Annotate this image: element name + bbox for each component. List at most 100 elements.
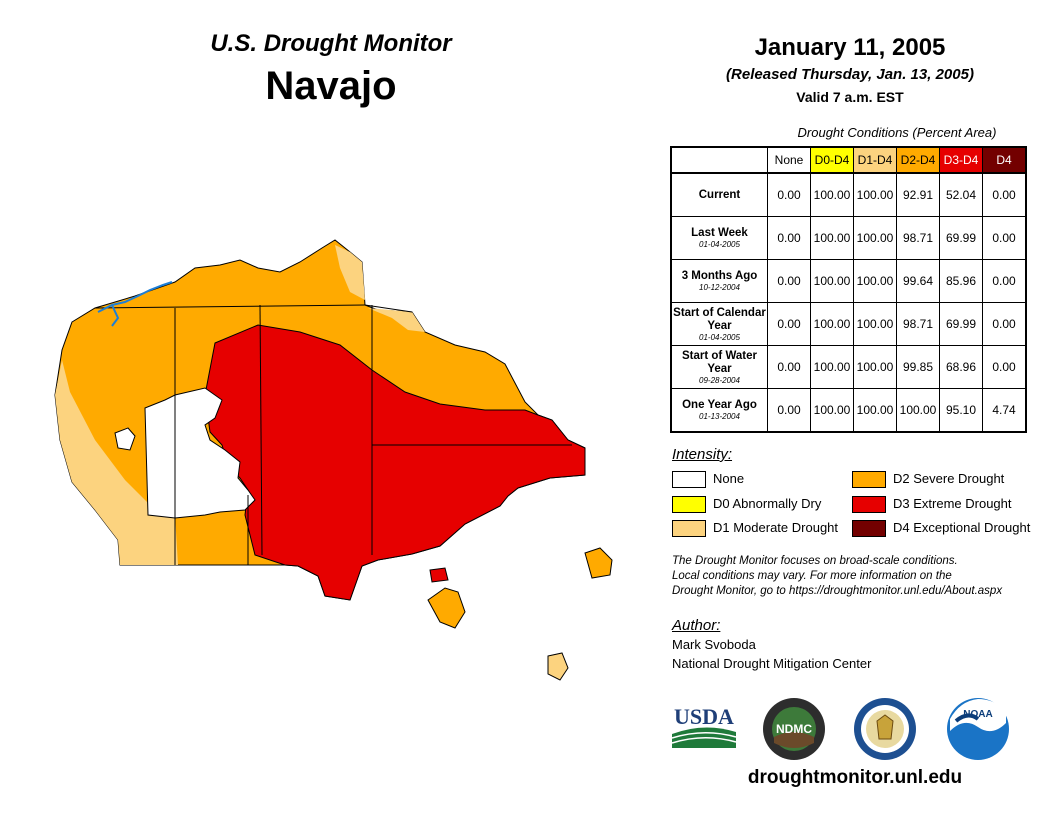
release-date: (Released Thursday, Jan. 13, 2005) — [726, 66, 974, 83]
table-cell: 100.00 — [810, 172, 854, 217]
table-cell: 0.00 — [982, 216, 1027, 260]
table-row: Start of Calendar Year 01-04-2005 0.00 10… — [670, 302, 1027, 346]
row-label: One Year Ago — [682, 399, 757, 411]
table-cell: 68.96 — [939, 345, 983, 389]
table-cell: 100.00 — [853, 259, 897, 303]
row-date: 01-13-2004 — [699, 412, 740, 421]
table-cell: 0.00 — [767, 388, 811, 433]
col-d2-d4: D2-D4 — [896, 146, 940, 174]
table-cell: 100.00 — [853, 216, 897, 260]
commerce-seal-logo — [854, 698, 916, 760]
legend-swatch — [672, 520, 706, 538]
table-row: Last Week 01-04-2005 0.00 100.00 100.00 9… — [670, 216, 1027, 260]
table-cell: 95.10 — [939, 388, 983, 433]
drought-conditions-table: None D0-D4 D1-D4 D2-D4 D3-D4 D4 Current … — [670, 146, 1027, 433]
river — [97, 281, 173, 327]
row-label: Current — [698, 188, 741, 201]
author-heading: Author: — [672, 617, 721, 634]
legend-item-d4: D4 Exceptional Drought — [852, 519, 1030, 538]
table-cell: 100.00 — [896, 388, 940, 433]
table-cell: 0.00 — [982, 345, 1027, 389]
d1-west — [55, 360, 178, 565]
legend-item-d0: D0 Abnormally Dry — [672, 495, 821, 514]
table-header-row: None D0-D4 D1-D4 D2-D4 D3-D4 D4 — [671, 146, 1027, 174]
table-cell: 0.00 — [982, 259, 1027, 303]
col-d0-d4: D0-D4 — [810, 146, 854, 174]
legend-item-d1: D1 Moderate Drought — [672, 519, 838, 538]
table-row: 3 Months Ago 10-12-2004 0.00 100.00 100.0… — [670, 259, 1027, 303]
table-cell: 52.04 — [939, 172, 983, 217]
table-cell: 100.00 — [853, 345, 897, 389]
row-label: Start of Water Year — [682, 349, 757, 375]
table-cell: 100.00 — [810, 259, 854, 303]
disclaimer-note: The Drought Monitor focuses on broad-sca… — [672, 555, 1003, 597]
none-lake — [114, 427, 136, 451]
boundary-lines — [94, 304, 572, 565]
drought-map — [54, 239, 613, 681]
table-cell: 99.85 — [896, 345, 940, 389]
svg-text:NDMC: NDMC — [776, 722, 812, 736]
table-cell: 0.00 — [767, 345, 811, 389]
table-cell: 0.00 — [767, 172, 811, 217]
legend-swatch — [672, 496, 706, 514]
table-row: One Year Ago 01-13-2004 0.00 100.00 100.0… — [670, 388, 1027, 433]
table-cell: 99.64 — [896, 259, 940, 303]
d1-north-notch — [335, 245, 365, 300]
map-subtitle: U.S. Drought Monitor — [210, 30, 452, 57]
table-cell: 69.99 — [939, 302, 983, 346]
svg-text:NOAA: NOAA — [963, 709, 992, 720]
row-label: Last Week — [691, 227, 748, 239]
table-cell: 100.00 — [810, 302, 854, 346]
table-row: Start of Water Year 09-28-2004 0.00 100.0… — [670, 345, 1027, 389]
legend-swatch — [852, 520, 886, 538]
table-cell: 0.00 — [767, 259, 811, 303]
table-cell: 98.71 — [896, 216, 940, 260]
legend-swatch — [672, 471, 706, 489]
table-cell: 100.00 — [810, 216, 854, 260]
island-d2-south — [427, 587, 466, 629]
table-cell: 85.96 — [939, 259, 983, 303]
legend-item-d3: D3 Extreme Drought — [852, 495, 1012, 514]
island-d2-east — [584, 547, 613, 579]
table-cell: 0.00 — [767, 302, 811, 346]
table-cell: 69.99 — [939, 216, 983, 260]
author-organization: National Drought Mitigation Center — [672, 656, 872, 671]
col-d1-d4: D1-D4 — [853, 146, 897, 174]
island-small-red — [429, 567, 449, 583]
usda-logo: USDA — [671, 704, 737, 748]
legend-swatch — [852, 496, 886, 514]
svg-text:USDA: USDA — [674, 704, 734, 729]
table-cell: 0.00 — [767, 216, 811, 260]
legend-swatch — [852, 471, 886, 489]
author-name: Mark Svoboda — [672, 637, 756, 652]
row-date: 10-12-2004 — [699, 283, 740, 292]
col-d3-d4: D3-D4 — [939, 146, 983, 174]
website-url[interactable]: droughtmonitor.unl.edu — [747, 767, 963, 788]
table-cell: 100.00 — [853, 388, 897, 433]
table-caption: Drought Conditions (Percent Area) — [797, 125, 997, 140]
table-cell: 100.00 — [810, 388, 854, 433]
row-label: Start of Calendar Year — [673, 306, 766, 332]
table-cell: 0.00 — [982, 302, 1027, 346]
legend-item-d2: D2 Severe Drought — [852, 470, 1004, 489]
noaa-logo: NOAA — [947, 698, 1009, 760]
region-title: Navajo — [265, 64, 397, 108]
col-none: None — [767, 146, 811, 174]
row-date: 01-04-2005 — [699, 332, 740, 342]
table-cell: 92.91 — [896, 172, 940, 217]
legend-item-none: None — [672, 470, 744, 489]
table-row: Current 0.00 100.00 100.00 92.91 52.04 0… — [670, 172, 1027, 217]
table-cell: 4.74 — [982, 388, 1027, 433]
table-cell: 98.71 — [896, 302, 940, 346]
island-d1-south — [547, 652, 569, 681]
table-cell: 100.00 — [853, 302, 897, 346]
map-date: January 11, 2005 — [754, 34, 946, 61]
table-cell: 100.00 — [853, 172, 897, 217]
row-date: 01-04-2005 — [699, 240, 740, 249]
table-cell: 0.00 — [982, 172, 1027, 217]
table-cell: 100.00 — [810, 345, 854, 389]
d1-east-corner — [368, 308, 425, 332]
valid-time: Valid 7 a.m. EST — [796, 89, 904, 105]
row-date: 09-28-2004 — [699, 375, 740, 385]
col-d4: D4 — [982, 146, 1027, 174]
